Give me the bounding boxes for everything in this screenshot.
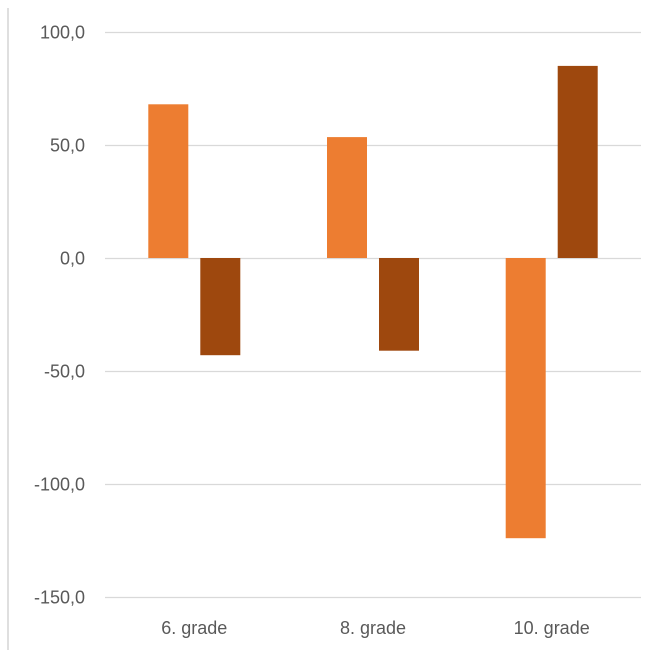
gridlines (105, 31, 641, 599)
bar-series1-2 (327, 137, 367, 258)
y-tick-label: -100,0 (34, 475, 85, 495)
y-tick-label: 0,0 (60, 249, 85, 269)
bar-series2-3 (557, 65, 598, 259)
y-axis-ticks: 100,0 50,0 0,0 -50,0 -100,0 -150,0 (34, 23, 85, 608)
x-axis-labels: 6. grade 8. grade 10. grade (161, 618, 589, 638)
bars (148, 65, 598, 539)
x-category-label: 10. grade (514, 618, 590, 638)
x-category-label: 6. grade (161, 618, 227, 638)
bar-series2-2 (379, 258, 419, 351)
y-tick-label: 50,0 (50, 136, 85, 156)
y-tick-label: -150,0 (34, 588, 85, 608)
bar-series1-1 (148, 104, 189, 258)
bar-series2-1 (200, 258, 241, 356)
bar-series1-3 (505, 258, 546, 539)
y-tick-label: -50,0 (44, 362, 85, 382)
x-category-label: 8. grade (340, 618, 406, 638)
y-tick-label: 100,0 (40, 23, 85, 43)
